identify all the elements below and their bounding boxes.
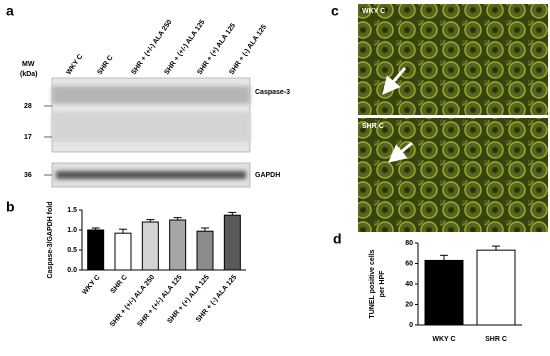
bar [114, 232, 132, 271]
micrograph-label: SHR C [362, 123, 384, 130]
arrow [382, 67, 407, 95]
y-tick-label: 1.5 [67, 207, 77, 214]
micrograph-label: WKY C [362, 8, 385, 15]
marker-label: 28 [24, 103, 32, 110]
y-axis-label: TUNEL positive cells [369, 249, 376, 318]
y-tick-label: 0 [409, 322, 413, 329]
y-tick-label: 40 [405, 281, 413, 288]
y-tick-label: 80 [405, 240, 413, 247]
panel-label: b [6, 199, 15, 215]
blot-band [56, 171, 246, 179]
bar [223, 214, 241, 271]
x-tick-label: SHR C [110, 274, 129, 295]
blot-smear [52, 112, 250, 142]
y-tick-label: 1.0 [67, 227, 77, 234]
band-label: Caspase-3 [255, 89, 290, 96]
y-axis-label: Caspase-3/GAPDH fold [47, 201, 54, 278]
bar [196, 230, 214, 271]
bar [141, 221, 159, 271]
panel-label: c [331, 3, 339, 19]
bar [424, 259, 464, 326]
marker-label: 36 [24, 172, 32, 179]
bar [169, 219, 187, 271]
y-tick-label: 20 [405, 301, 413, 308]
x-tick-label: WKY C [432, 336, 455, 343]
x-tick-label: SHR C [485, 336, 507, 343]
marker-label: 17 [24, 134, 32, 141]
lane-label: SHR + (-) ALA 125 [228, 24, 268, 77]
bar [87, 229, 105, 271]
mw-unit: (kDa) [20, 71, 38, 78]
arrow [388, 141, 413, 163]
bar [476, 249, 516, 326]
y-tick-label: 0.0 [67, 267, 77, 274]
y-tick-label: 60 [405, 260, 413, 267]
micrograph [358, 118, 548, 232]
panel-label: a [6, 3, 14, 19]
lane-label: SHR C [96, 54, 114, 76]
x-tick-label: WKY C [81, 274, 101, 296]
micrograph [358, 4, 548, 115]
y-tick-label: 0.5 [67, 247, 77, 254]
band-label: GAPDH [255, 172, 280, 179]
y-axis-label: per HPF [379, 270, 386, 298]
blot-band [52, 86, 250, 104]
lane-label: WKY C [65, 53, 84, 76]
mw-label: MW [22, 61, 35, 68]
panel-label: d [333, 231, 342, 247]
